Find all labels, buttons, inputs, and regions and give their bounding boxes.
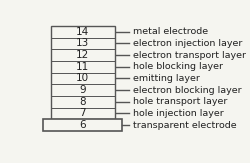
Text: emitting layer: emitting layer <box>133 74 200 83</box>
Text: hole injection layer: hole injection layer <box>133 109 224 118</box>
Text: 11: 11 <box>76 62 89 72</box>
Text: 7: 7 <box>79 108 86 118</box>
Text: electron transport layer: electron transport layer <box>133 51 246 59</box>
Text: 10: 10 <box>76 73 89 83</box>
Text: transparent electrode: transparent electrode <box>133 121 236 130</box>
Text: 6: 6 <box>79 120 86 130</box>
Text: metal electrode: metal electrode <box>133 27 208 36</box>
Text: 12: 12 <box>76 50 89 60</box>
Text: electron blocking layer: electron blocking layer <box>133 86 242 95</box>
Text: 14: 14 <box>76 27 89 37</box>
Bar <box>50 26 114 119</box>
Text: 8: 8 <box>79 97 86 107</box>
Text: hole transport layer: hole transport layer <box>133 97 227 106</box>
Text: electron injection layer: electron injection layer <box>133 39 242 48</box>
Text: hole blocking layer: hole blocking layer <box>133 62 223 71</box>
Text: 9: 9 <box>79 85 86 95</box>
Bar <box>43 119 122 132</box>
Text: 13: 13 <box>76 38 89 48</box>
